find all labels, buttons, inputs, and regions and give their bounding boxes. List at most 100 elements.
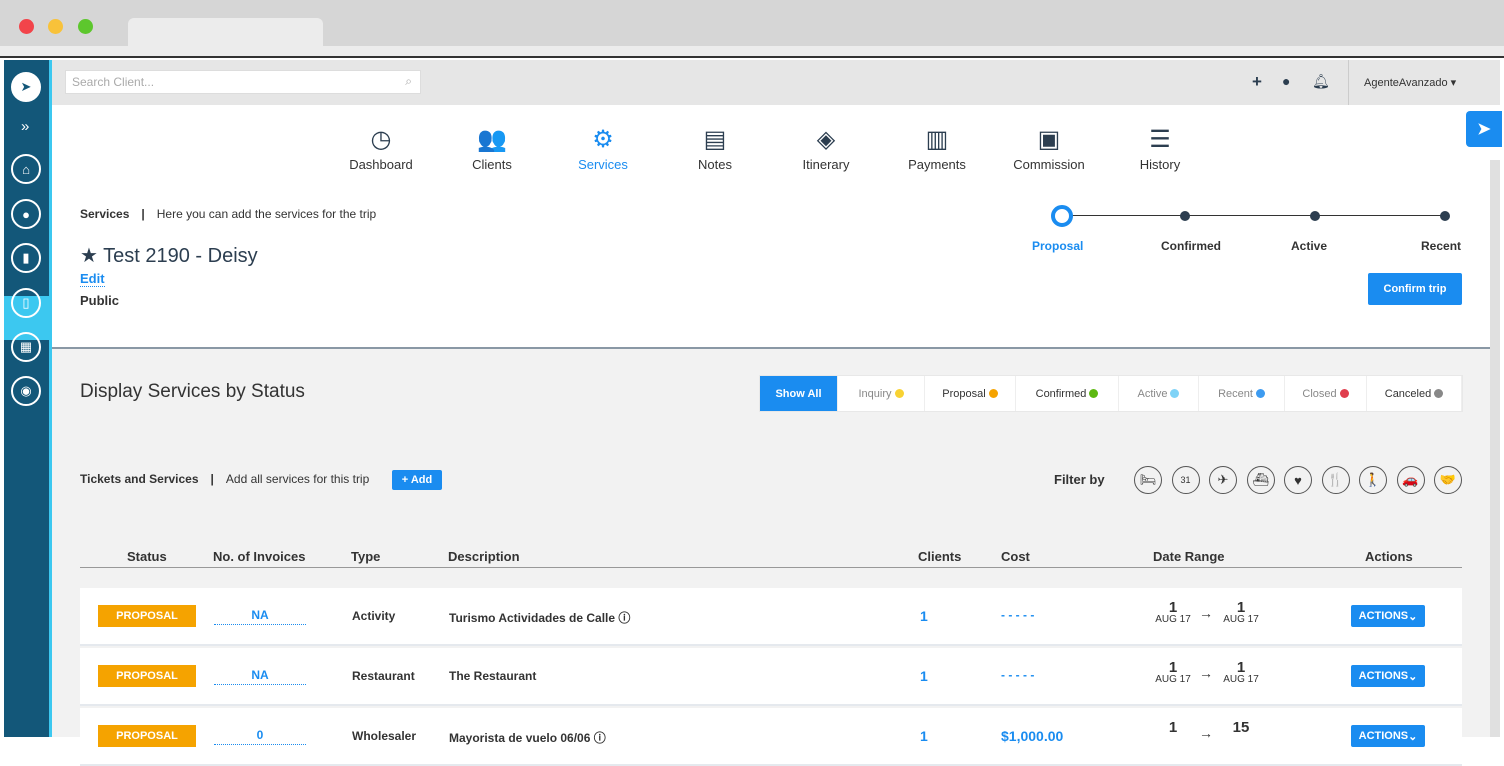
service-type: Wholesaler — [352, 729, 417, 743]
user-menu[interactable]: AgenteAvanzado ▾ — [1364, 77, 1457, 89]
column-header[interactable]: Type — [351, 549, 381, 564]
expand-sidebar-icon[interactable]: » — [21, 118, 30, 135]
restaurant-icon[interactable]: 🍴 — [1321, 466, 1350, 494]
home-icon[interactable]: ⌂ — [11, 154, 41, 184]
car-icon[interactable]: 🚗 — [1396, 466, 1425, 494]
info-icon[interactable]: ⓘ — [618, 611, 631, 625]
status-filter-recent[interactable]: Recent — [1199, 376, 1285, 411]
table-row: PROPOSAL NA Activity Turismo Actividades… — [80, 588, 1462, 646]
minimize-window-button[interactable] — [48, 19, 63, 34]
date-to: 1 AUG 17 — [1216, 600, 1266, 625]
nav-tab-payments[interactable]: ▥ Payments — [887, 125, 987, 172]
status-filter-active[interactable]: Active — [1119, 376, 1199, 411]
status-color-dot — [1170, 389, 1180, 398]
from-day: 1 — [1168, 719, 1178, 736]
status-filter-show-all[interactable]: Show All — [760, 376, 838, 411]
status-filter-proposal[interactable]: Proposal — [925, 376, 1016, 411]
status-filter-confirmed[interactable]: Confirmed — [1016, 376, 1119, 411]
compass-logo-icon[interactable]: ➤ — [11, 72, 41, 102]
nav-tab-history[interactable]: ☰ History — [1110, 125, 1210, 172]
notes-icon: ▤ — [703, 126, 727, 153]
send-icon[interactable]: ➤ — [1466, 111, 1502, 147]
clients-icon: 👥 — [477, 126, 507, 153]
chevron-down-icon: ⌄ — [1408, 610, 1418, 623]
edit-link[interactable]: Edit — [80, 271, 105, 287]
chat-icon[interactable]: ◉ — [11, 376, 41, 406]
nav-tab-notes[interactable]: ▤ Notes — [665, 125, 765, 172]
info-icon[interactable]: ⓘ — [593, 731, 606, 745]
status-filter-inquiry[interactable]: Inquiry — [838, 376, 925, 411]
column-header[interactable]: Date Range — [1153, 549, 1225, 564]
plus-icon[interactable]: + — [1252, 72, 1262, 91]
browser-tab[interactable] — [128, 18, 323, 48]
nav-tab-label: Services — [578, 157, 628, 172]
status-badge: PROPOSAL — [98, 605, 196, 627]
close-window-button[interactable] — [19, 19, 34, 34]
tickets-title: Tickets and Services — [80, 472, 199, 486]
tickets-subtitle: Add all services for this trip — [225, 472, 370, 486]
maximize-window-button[interactable] — [78, 19, 93, 34]
nav-tab-services[interactable]: ⚙ Services — [553, 125, 653, 172]
actions-dropdown[interactable]: ACTIONS ⌄ — [1351, 725, 1425, 747]
status-color-dot — [1255, 389, 1265, 398]
scrollbar[interactable] — [1490, 160, 1500, 737]
hiking-icon[interactable]: 🚶 — [1359, 466, 1387, 494]
handshake-icon[interactable]: 🤝 — [1434, 466, 1462, 494]
calendar-icon[interactable]: ▦ — [11, 332, 41, 362]
column-header[interactable]: Actions — [1365, 549, 1413, 564]
receipt-icon: ▥ — [925, 126, 949, 153]
search-icon[interactable]: ⌕ — [405, 74, 412, 88]
globe-icon[interactable]: ● — [1282, 73, 1291, 89]
document-icon[interactable]: ▮ — [11, 243, 41, 273]
top-bar: Search Client... ⌕ + ● 🔔︎ AgenteAvanzado … — [52, 60, 1500, 105]
invoices-link[interactable]: NA — [214, 668, 306, 685]
book-icon[interactable]: ▯ — [11, 288, 41, 318]
status-color-dot — [894, 389, 904, 398]
cost-value[interactable]: $1,000.00 — [1001, 728, 1064, 744]
nav-tab-clients[interactable]: 👥 Clients — [442, 125, 542, 172]
actions-dropdown[interactable]: ACTIONS ⌄ — [1351, 665, 1425, 687]
star-icon[interactable]: ★ — [80, 245, 98, 267]
nav-tab-label: Itinerary — [802, 157, 850, 172]
column-header[interactable]: No. of Invoices — [213, 549, 306, 564]
cruise-icon[interactable]: ⛴ — [1246, 466, 1275, 494]
breadcrumb: Services | Here you can add the services f… — [80, 207, 377, 221]
status-badge: PROPOSAL — [98, 665, 196, 687]
arrow-right-icon: → — [1199, 605, 1213, 621]
nav-tab-dashboard[interactable]: ◷ Dashboard — [331, 125, 431, 172]
clients-count-link[interactable]: 1 — [920, 728, 928, 744]
add-service-button[interactable]: + Add — [392, 470, 442, 490]
clients-count-link[interactable]: 1 — [920, 668, 928, 684]
column-header[interactable]: Description — [448, 549, 520, 564]
confirm-trip-button[interactable]: Confirm trip — [1368, 273, 1462, 305]
invoices-link[interactable]: NA — [214, 608, 306, 625]
search-input[interactable]: Search Client... ⌕ — [65, 70, 421, 94]
column-header[interactable]: Clients — [918, 549, 962, 564]
clients-count-link[interactable]: 1 — [920, 608, 928, 624]
nav-tab-itinerary[interactable]: ◈ Itinerary — [776, 125, 876, 172]
cost-value[interactable]: - - - - - — [1001, 668, 1035, 682]
status-filter-closed[interactable]: Closed — [1285, 376, 1367, 411]
from-month: AUG 17 — [1155, 614, 1191, 625]
step-proposal: Proposal — [1032, 239, 1084, 253]
status-filter-canceled[interactable]: Canceled — [1367, 376, 1462, 411]
actions-label: ACTIONS — [1358, 730, 1409, 742]
step-confirmed-marker — [1180, 211, 1190, 221]
cost-value[interactable]: - - - - - — [1001, 608, 1035, 622]
status-filter-label: Show All — [775, 387, 822, 400]
from-day: 1 — [1168, 599, 1178, 616]
service-description: Mayorista de vuelo 06/06 ⓘ — [449, 729, 606, 746]
bell-icon[interactable]: 🔔︎ — [1312, 73, 1330, 89]
column-header[interactable]: Status — [127, 549, 167, 564]
column-header[interactable]: Cost — [1001, 549, 1030, 564]
heart-icon[interactable]: ♥ — [1284, 466, 1312, 494]
from-month: AUG 17 — [1155, 674, 1191, 685]
nav-tab-label: Payments — [908, 157, 966, 172]
actions-dropdown[interactable]: ACTIONS ⌄ — [1351, 605, 1425, 627]
nav-tab-commission[interactable]: ▣ Commission — [999, 125, 1099, 172]
list-icon: ☰ — [1149, 126, 1171, 153]
hotel-icon[interactable]: 🛏 — [1134, 466, 1162, 494]
user-icon[interactable]: ● — [11, 199, 41, 229]
calendar-icon[interactable]: 31 — [1171, 466, 1200, 494]
plane-icon[interactable]: ✈ — [1209, 466, 1237, 494]
